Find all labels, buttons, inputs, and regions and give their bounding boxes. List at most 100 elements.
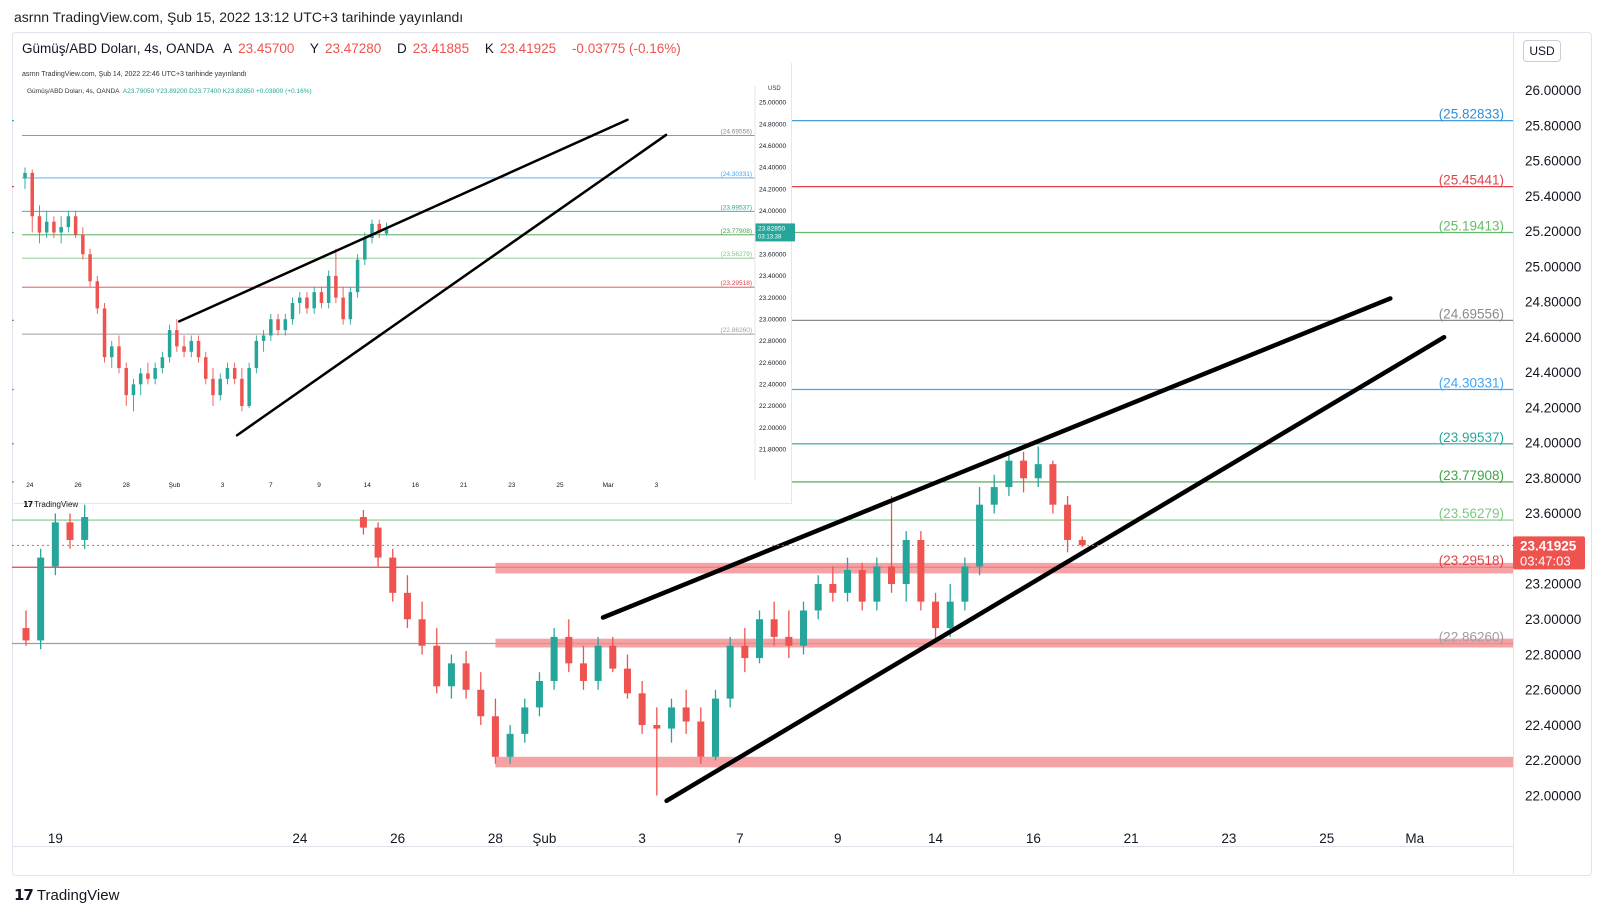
price-scale-separator [1513,32,1514,874]
x-tick-label: 16 [1026,831,1041,846]
candle-body [609,645,617,669]
inset-currency: USD [768,86,781,92]
candle-body [462,663,470,690]
change-value: -0.03775 (-0.16%) [571,41,681,56]
inset-ohlc: A23.79050 Y23.89200 D23.77400 K23.82850 … [122,88,312,95]
y-tick-label: 22.00000 [1525,788,1581,803]
support-zone [495,756,1513,768]
candle-body [22,628,30,641]
low-label: D [397,41,407,56]
candle-body [961,566,969,602]
y-tick-label: 23.00000 [1525,612,1581,627]
level-label: (24.69556) [1439,306,1504,321]
candle-body [873,566,881,602]
level-label: (23.77908) [1439,468,1504,483]
candle-body [1020,460,1028,479]
candle-body [770,619,778,637]
candle-body [917,539,925,602]
open-label: A [223,41,233,56]
candle-body [66,522,74,540]
x-tick-label: 3 [638,831,646,846]
candle-body [902,539,910,585]
y-tick-label: 22.20000 [1525,753,1581,768]
x-tick-label: 24 [292,831,308,846]
candle-body [653,725,661,729]
x-tick-label: 9 [834,831,842,846]
level-label: (25.45441) [1439,173,1504,188]
candle-body [51,522,59,567]
y-tick-label: 25.60000 [1525,154,1581,169]
trendline [600,296,1393,620]
candle-body [638,693,646,726]
x-tick-label: 21 [1124,831,1139,846]
x-tick-label: Şub [532,831,556,846]
y-tick-label: 23.60000 [1525,506,1581,521]
currency-button[interactable]: USD [1523,40,1561,62]
symbol-name: Gümüş/ABD Doları, 4s, OANDA [22,41,215,56]
candle-body [858,569,866,602]
candle-body [447,663,455,687]
candle-body [888,566,896,585]
support-zone [495,562,1513,574]
last-price-value: 23.41925 [1520,538,1577,553]
candle-body [521,707,529,734]
x-tick-label: 7 [736,831,744,846]
x-tick-label: 14 [928,831,944,846]
x-tick-label: 19 [48,831,63,846]
candle-body [711,698,719,757]
last-price-badge [1513,536,1585,570]
candle-body [829,584,837,593]
candle-body [374,527,382,558]
tv-logo-icon: 𝟭𝟳 [14,887,34,904]
y-tick-label: 23.80000 [1525,471,1581,486]
x-tick-label: Ma [1405,831,1424,846]
close-label: K [484,41,494,56]
level-label: (25.19413) [1439,218,1504,233]
y-tick-label: 24.40000 [1525,365,1581,380]
tradingview-logo[interactable]: 𝟭𝟳 TradingView [14,886,119,904]
y-tick-label: 22.40000 [1525,718,1581,733]
time-axis-separator [12,846,1513,847]
candle-body [1078,539,1086,546]
close-value: 23.41925 [499,41,557,56]
candle-body [403,592,411,620]
y-tick-label: 24.80000 [1525,295,1581,310]
inset-logo-text: TradingView [34,500,79,509]
candle-body [37,557,45,641]
y-tick-label: 25.40000 [1525,189,1581,204]
y-tick-label: 22.60000 [1525,683,1581,698]
published-header: asrnn TradingView.com, Şub 15, 2022 13:1… [14,9,464,25]
candle-body [1049,464,1057,505]
y-tick-label: 24.00000 [1525,436,1581,451]
candle-body [579,663,587,681]
level-label: (23.56279) [1439,506,1504,521]
inset-symbol-name: Gümüş/ABD Doları, 4s, OANDA [27,88,120,95]
candle-body [506,733,514,757]
level-label: (24.30331) [1439,376,1504,391]
candle-body [800,610,808,646]
candle-body [932,601,940,629]
y-tick-label: 23.20000 [1525,577,1581,592]
inset-published-header: asrnn TradingView.com, Şub 14, 2022 22:4… [22,71,247,78]
candle-body [1034,464,1042,479]
candle-body [946,601,954,629]
y-tick-label: 24.20000 [1525,400,1581,415]
logo-text: TradingView [36,887,120,904]
inset-tv-logo-icon: 𝟭𝟳 [23,500,33,509]
y-tick-label: 26.00000 [1525,83,1581,98]
candle-body [756,619,763,659]
open-value: 23.45700 [238,41,295,56]
candle-body [491,716,499,757]
low-value: 23.41885 [412,41,470,56]
inset-chart-snapshot [14,63,792,504]
candle-body [1005,460,1013,488]
candle-body [81,517,89,540]
candle-body [359,517,367,528]
candle-body [814,584,822,611]
candle-body [844,569,852,593]
level-label: (23.29518) [1439,553,1504,568]
candle-body [741,645,749,659]
candle-body [433,645,441,687]
candle-body [550,636,558,681]
